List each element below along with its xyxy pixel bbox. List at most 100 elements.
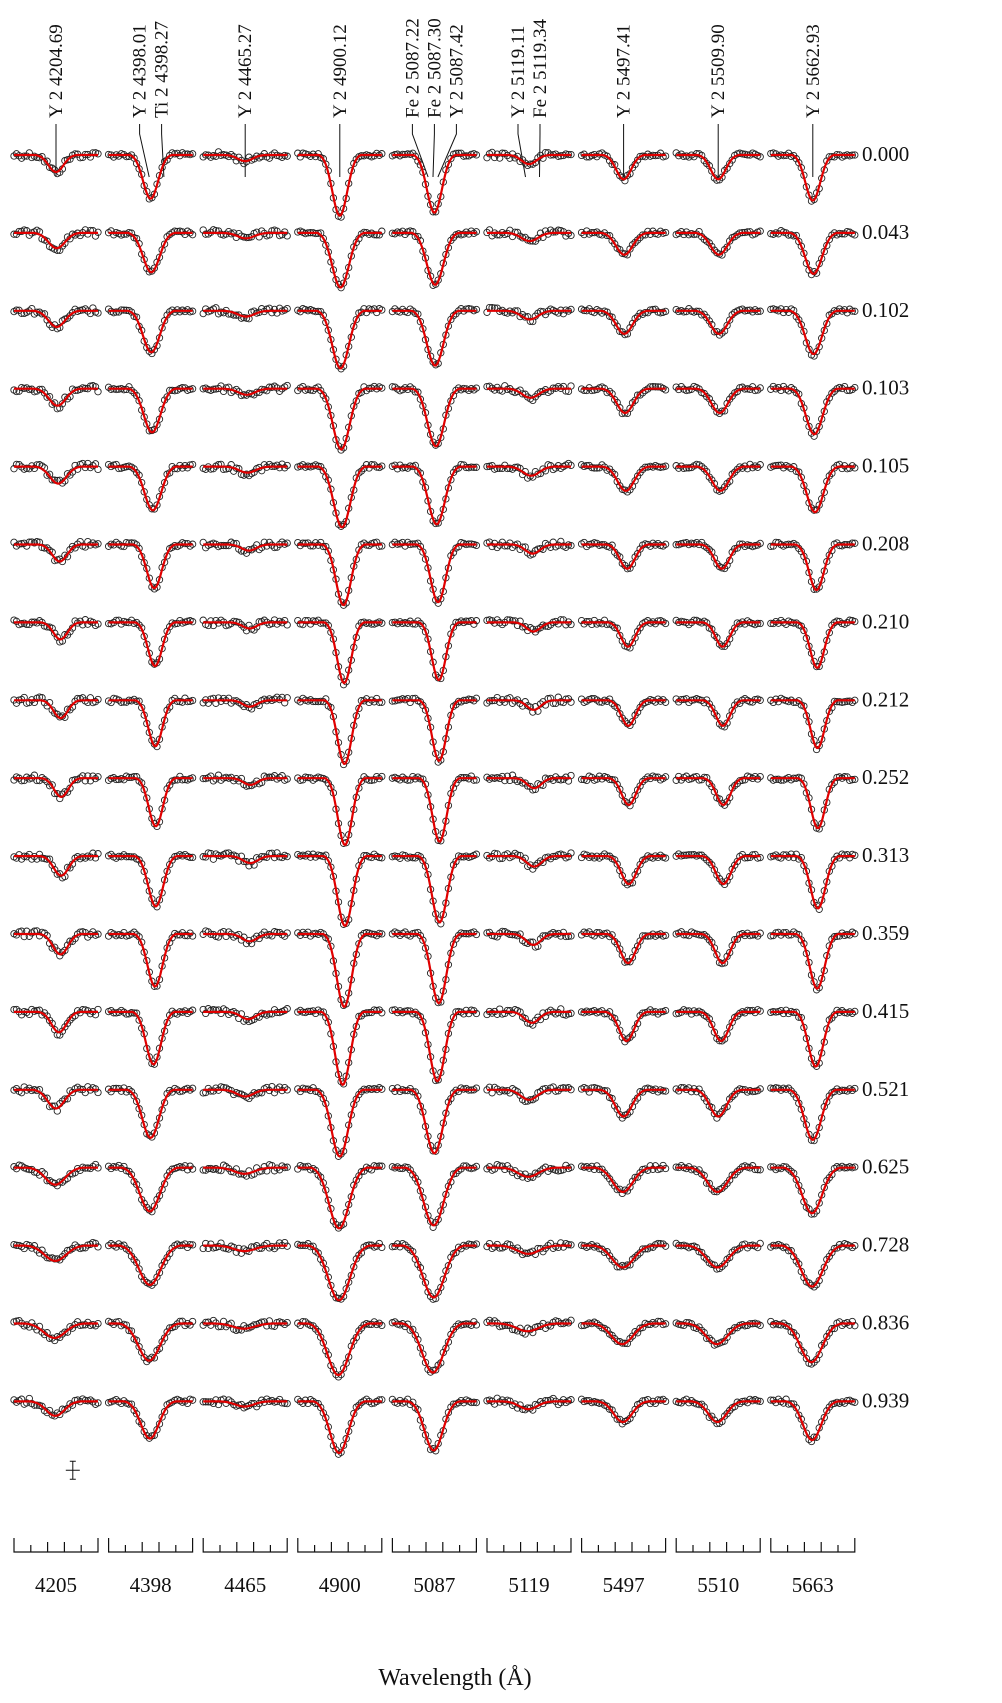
observed-point bbox=[661, 386, 670, 394]
observed-point bbox=[720, 245, 729, 254]
model-profile-line bbox=[108, 1088, 193, 1139]
line-labels: Y 2 4204.69 Y 2 4398.01 Ti 2 4398.27 Y 2 44… bbox=[46, 18, 824, 178]
observed-point bbox=[521, 623, 529, 631]
observed-point bbox=[718, 173, 726, 181]
observed-point bbox=[317, 538, 325, 547]
observed-point bbox=[265, 231, 274, 239]
observed-point bbox=[449, 312, 458, 320]
model-profile-line bbox=[676, 387, 761, 415]
observed-point bbox=[375, 231, 383, 239]
observed-point bbox=[623, 488, 632, 496]
observed-point bbox=[125, 383, 133, 391]
observed-point bbox=[483, 616, 491, 625]
observed-point bbox=[306, 152, 315, 160]
model-profile-line bbox=[203, 699, 288, 708]
observed-point bbox=[301, 616, 310, 625]
observed-point bbox=[171, 227, 179, 235]
model-profile-line bbox=[676, 309, 761, 335]
model-profile-line bbox=[108, 543, 193, 590]
observed-point bbox=[127, 386, 136, 395]
observed-point bbox=[580, 538, 588, 547]
observed-point bbox=[127, 308, 136, 316]
observed-point bbox=[567, 698, 575, 706]
observed-point bbox=[283, 539, 291, 547]
model-profile-line bbox=[581, 699, 666, 727]
observed-point bbox=[94, 150, 102, 158]
line-id-leader bbox=[539, 124, 541, 178]
observed-point bbox=[588, 620, 596, 629]
observed-point bbox=[311, 539, 320, 547]
line-id-label: Y 2 4204.69 bbox=[46, 24, 67, 118]
observed-point bbox=[472, 694, 481, 702]
line-id-label: Fe 2 5087.22 bbox=[402, 18, 423, 118]
observed-point bbox=[490, 386, 499, 394]
observed-point bbox=[43, 544, 51, 552]
observed-point bbox=[339, 760, 348, 769]
model-profile-line bbox=[676, 543, 761, 570]
observed-point bbox=[178, 776, 187, 784]
observed-point bbox=[661, 698, 670, 706]
observed-point bbox=[352, 315, 360, 324]
observed-point bbox=[498, 620, 506, 629]
observed-point bbox=[265, 383, 274, 391]
observed-point bbox=[618, 559, 626, 568]
model-profile-line bbox=[108, 699, 193, 748]
model-profile-line bbox=[108, 1244, 193, 1286]
observed-point bbox=[646, 383, 654, 391]
model-profile-line bbox=[770, 309, 855, 356]
model-profile-line bbox=[297, 1088, 382, 1158]
model-profile-line bbox=[487, 1010, 571, 1024]
model-profile-line bbox=[770, 465, 855, 514]
observed-point bbox=[51, 629, 59, 637]
observed-point bbox=[373, 694, 381, 703]
observed-point bbox=[278, 231, 286, 239]
model-profile-line bbox=[392, 1088, 477, 1155]
model-profile-line bbox=[14, 777, 98, 798]
model-profile-line bbox=[14, 465, 98, 485]
observed-point bbox=[23, 542, 31, 550]
observed-point bbox=[470, 386, 478, 394]
observed-point bbox=[378, 698, 386, 706]
model-profile-line bbox=[770, 231, 855, 275]
observed-point bbox=[462, 305, 470, 313]
observed-point bbox=[840, 698, 849, 706]
observed-point bbox=[738, 305, 747, 313]
model-profile-line bbox=[676, 465, 761, 492]
observed-point bbox=[595, 698, 604, 706]
observed-point bbox=[738, 383, 747, 391]
model-profile-line bbox=[14, 699, 98, 720]
observed-point bbox=[311, 697, 320, 706]
observed-point bbox=[447, 315, 455, 324]
model-profile-line bbox=[581, 621, 666, 648]
line-id-label: Y 2 4465.27 bbox=[235, 24, 256, 118]
line-id-leader bbox=[432, 124, 435, 178]
observed-point bbox=[628, 560, 637, 568]
observed-point bbox=[708, 625, 716, 633]
observed-point bbox=[94, 620, 102, 628]
line-id-label: Y 2 5119.11 bbox=[508, 26, 529, 118]
model-profile-line bbox=[581, 387, 666, 415]
observed-point bbox=[672, 383, 680, 391]
line-id-label: Y 2 5497.41 bbox=[614, 24, 635, 118]
observed-point bbox=[337, 446, 345, 454]
observed-point bbox=[812, 585, 821, 593]
observed-point bbox=[314, 697, 322, 706]
line-id-leader bbox=[437, 124, 457, 178]
observed-point bbox=[434, 439, 442, 448]
observed-point bbox=[633, 156, 642, 164]
line-id-label: Y 2 5509.90 bbox=[708, 24, 729, 118]
observed-point bbox=[43, 778, 51, 786]
observed-point bbox=[779, 464, 788, 472]
model-profile-line bbox=[14, 387, 98, 407]
observed-point bbox=[567, 620, 575, 629]
observed-point bbox=[728, 628, 736, 636]
model-profile-line bbox=[297, 699, 382, 765]
model-profile-line bbox=[392, 932, 477, 1005]
observed-point bbox=[611, 240, 619, 248]
observed-point bbox=[166, 781, 174, 789]
observed-point bbox=[202, 305, 210, 313]
observed-point bbox=[219, 309, 228, 317]
observed-point bbox=[756, 227, 764, 235]
observed-point bbox=[38, 310, 46, 318]
model-profile-line bbox=[770, 1244, 855, 1288]
